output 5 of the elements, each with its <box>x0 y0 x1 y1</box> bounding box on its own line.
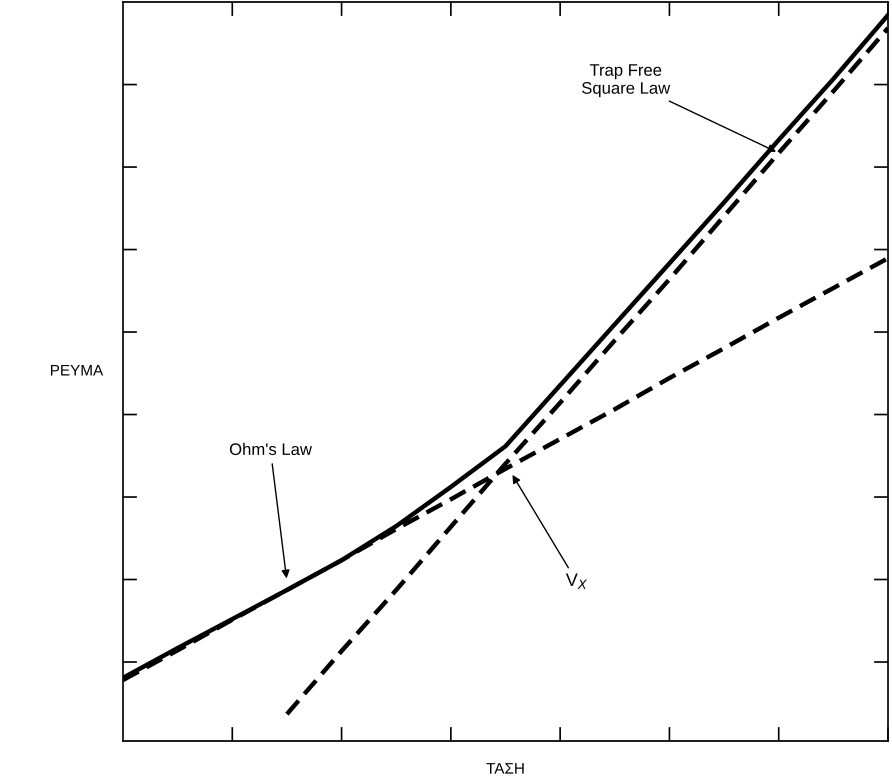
annotation: V$_{X}$ <box>566 574 587 589</box>
y-axis-title: ΡΕΥΜΑ <box>50 364 104 376</box>
x-axis-title: ΤΑΣΗ <box>486 763 524 774</box>
annotation: Ohm's Law <box>230 442 312 456</box>
annotation: Trap Free Square Law <box>582 64 670 98</box>
